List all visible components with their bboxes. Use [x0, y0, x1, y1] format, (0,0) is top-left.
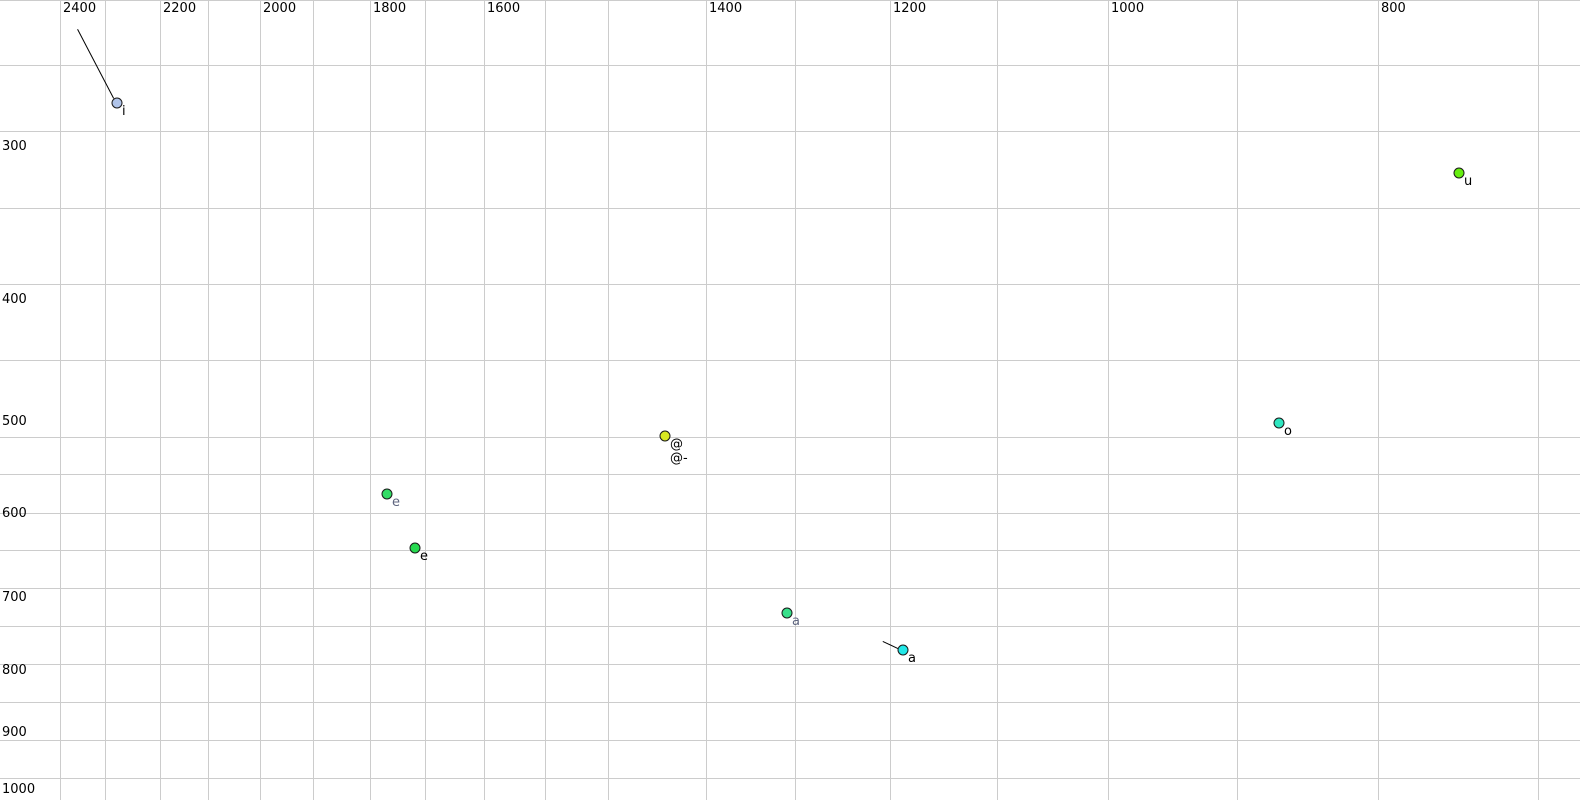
data-point-marker[interactable]: [781, 607, 793, 619]
gridline-vertical: [260, 0, 261, 800]
gridline-horizontal: [0, 664, 1580, 665]
gridline-horizontal: [0, 208, 1580, 209]
y-axis-tick-label: 300: [2, 139, 27, 154]
gridline-horizontal: [0, 588, 1580, 589]
data-point-marker[interactable]: [659, 430, 671, 442]
data-point-label: u: [1464, 174, 1473, 189]
gridline-vertical: [1538, 0, 1539, 800]
gridline-vertical: [370, 0, 371, 800]
data-point-label: @: [670, 437, 683, 452]
gridline-horizontal: [0, 284, 1580, 285]
gridline-vertical: [160, 0, 161, 800]
x-axis-tick-label: 2200: [163, 1, 197, 16]
y-axis-tick-label: 600: [2, 506, 27, 521]
gridline-vertical: [795, 0, 796, 800]
x-axis-tick-label: 1400: [709, 1, 743, 16]
x-axis-tick-label: 2400: [63, 1, 97, 16]
gridline-vertical: [997, 0, 998, 800]
data-point-marker[interactable]: [409, 542, 421, 554]
gridline-horizontal: [0, 513, 1580, 514]
gridline-vertical: [545, 0, 546, 800]
gridline-vertical: [608, 0, 609, 800]
x-axis-tick-label: 800: [1381, 1, 1406, 16]
data-point-marker[interactable]: [1453, 167, 1465, 179]
gridline-vertical: [313, 0, 314, 800]
x-axis-tick-label: 1800: [373, 1, 407, 16]
gridline-vertical: [60, 0, 61, 800]
data-point-marker[interactable]: [897, 644, 909, 656]
gridline-horizontal: [0, 131, 1580, 132]
data-point-marker[interactable]: [381, 488, 393, 500]
gridline-horizontal: [0, 778, 1580, 779]
y-axis-tick-label: 700: [2, 590, 27, 605]
y-axis-tick-label: 400: [2, 292, 27, 307]
data-point-marker[interactable]: [111, 97, 123, 109]
gridline-horizontal: [0, 437, 1580, 438]
gridline-horizontal: [0, 702, 1580, 703]
point-leader-line: [882, 641, 898, 649]
gridline-horizontal: [0, 550, 1580, 551]
gridline-vertical: [1378, 0, 1379, 800]
gridline-vertical: [1237, 0, 1238, 800]
gridline-vertical: [706, 0, 707, 800]
gridline-horizontal: [0, 65, 1580, 66]
x-axis-tick-label: 1600: [487, 1, 521, 16]
data-point-label: e: [392, 495, 400, 510]
y-axis-tick-label: 900: [2, 725, 27, 740]
gridline-vertical: [105, 0, 106, 800]
data-point-label: @-: [670, 451, 688, 466]
gridline-horizontal: [0, 360, 1580, 361]
data-point-label: e: [420, 549, 428, 564]
gridline-vertical: [208, 0, 209, 800]
data-point-label: o: [1284, 424, 1292, 439]
x-axis-tick-label: 2000: [263, 1, 297, 16]
y-axis-tick-label: 1000: [2, 782, 36, 797]
gridline-horizontal: [0, 626, 1580, 627]
data-point-marker[interactable]: [1273, 417, 1285, 429]
y-axis-tick-label: 500: [2, 414, 27, 429]
gridline-horizontal: [0, 474, 1580, 475]
gridline-vertical: [484, 0, 485, 800]
gridline-horizontal: [0, 0, 1580, 1]
data-point-label: a: [908, 651, 916, 666]
x-axis-tick-label: 1200: [893, 1, 927, 16]
data-point-label: i: [122, 104, 126, 119]
point-leader-line: [77, 29, 114, 99]
gridline-horizontal: [0, 740, 1580, 741]
y-axis-tick-label: 800: [2, 663, 27, 678]
gridline-vertical: [425, 0, 426, 800]
x-axis-tick-label: 1000: [1111, 1, 1145, 16]
gridline-vertical: [890, 0, 891, 800]
data-point-label: a: [792, 614, 800, 629]
gridline-vertical: [1108, 0, 1109, 800]
